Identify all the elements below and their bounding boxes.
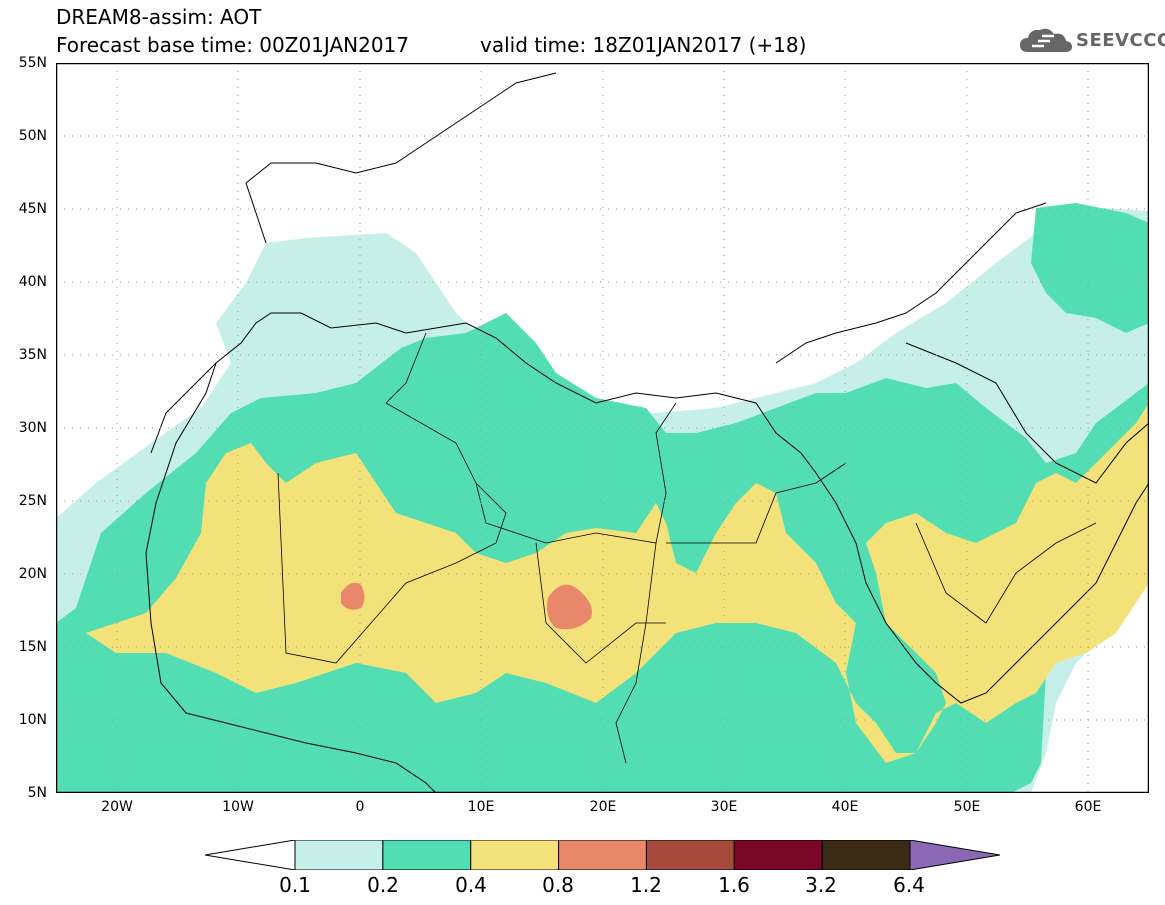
aot-map (56, 63, 1149, 793)
lon-label: 20E (589, 799, 617, 815)
colorbar-label: 0.1 (279, 873, 311, 897)
coastlines (145, 72, 1149, 793)
map-title: DREAM8-assim: AOT (56, 5, 262, 29)
colorbar-segment (645, 840, 735, 870)
lat-label: 35N (18, 347, 47, 363)
lon-label: 10W (222, 799, 254, 815)
colorbar-label: 1.6 (718, 873, 750, 897)
lat-label: 5N (27, 785, 47, 801)
lat-label: 20N (18, 566, 47, 582)
aot-contour-0.2 (1031, 203, 1149, 333)
colorbar-label: 0.8 (542, 873, 574, 897)
lat-label: 45N (18, 201, 47, 217)
colorbar-label: 3.2 (805, 873, 837, 897)
valid-time: valid time: 18Z01JAN2017 (+18) (480, 33, 807, 57)
colorbar-label: 1.2 (630, 873, 662, 897)
lat-label: 40N (18, 274, 47, 290)
logo-text: SEEVCCC (1076, 30, 1165, 51)
colorbar-segment (382, 840, 472, 870)
lat-label: 25N (18, 493, 47, 509)
aot-contour-0.8 (341, 582, 365, 610)
country-borders (277, 332, 1097, 764)
lon-label: 60E (1074, 799, 1102, 815)
lat-lon-grid (56, 63, 1149, 793)
lat-label: 10N (18, 712, 47, 728)
colorbar-label: 0.2 (367, 873, 399, 897)
colorbar (205, 840, 1000, 870)
lat-label: 55N (18, 55, 47, 71)
forecast-base-time: Forecast base time: 00Z01JAN2017 (56, 33, 409, 57)
colorbar-segment (558, 840, 647, 870)
colorbar-segment (821, 840, 911, 870)
lat-label: 50N (18, 128, 47, 144)
lon-label: 10E (467, 799, 495, 815)
colorbar-segments (205, 840, 1000, 870)
lon-label: 30E (710, 799, 738, 815)
seevccc-logo: SEEVCCC (1018, 24, 1165, 58)
colorbar-segment (205, 840, 296, 870)
lat-label: 15N (18, 639, 47, 655)
lon-label: 40E (831, 799, 859, 815)
lat-label: 30N (18, 420, 47, 436)
lon-label: 0 (355, 799, 365, 815)
colorbar-segment (909, 840, 1000, 870)
colorbar-label: 6.4 (893, 873, 925, 897)
aot-contour-0.8 (547, 584, 592, 630)
colorbar-label: 0.4 (455, 873, 487, 897)
lon-label: 50E (953, 799, 981, 815)
cloud-icon (1020, 28, 1072, 52)
map-frame (56, 63, 1149, 793)
colorbar-segment (470, 840, 560, 870)
colorbar-segment (294, 840, 384, 870)
lon-label: 20W (101, 799, 133, 815)
aot-contour-0.4 (86, 403, 1149, 763)
colorbar-segment (733, 840, 823, 870)
